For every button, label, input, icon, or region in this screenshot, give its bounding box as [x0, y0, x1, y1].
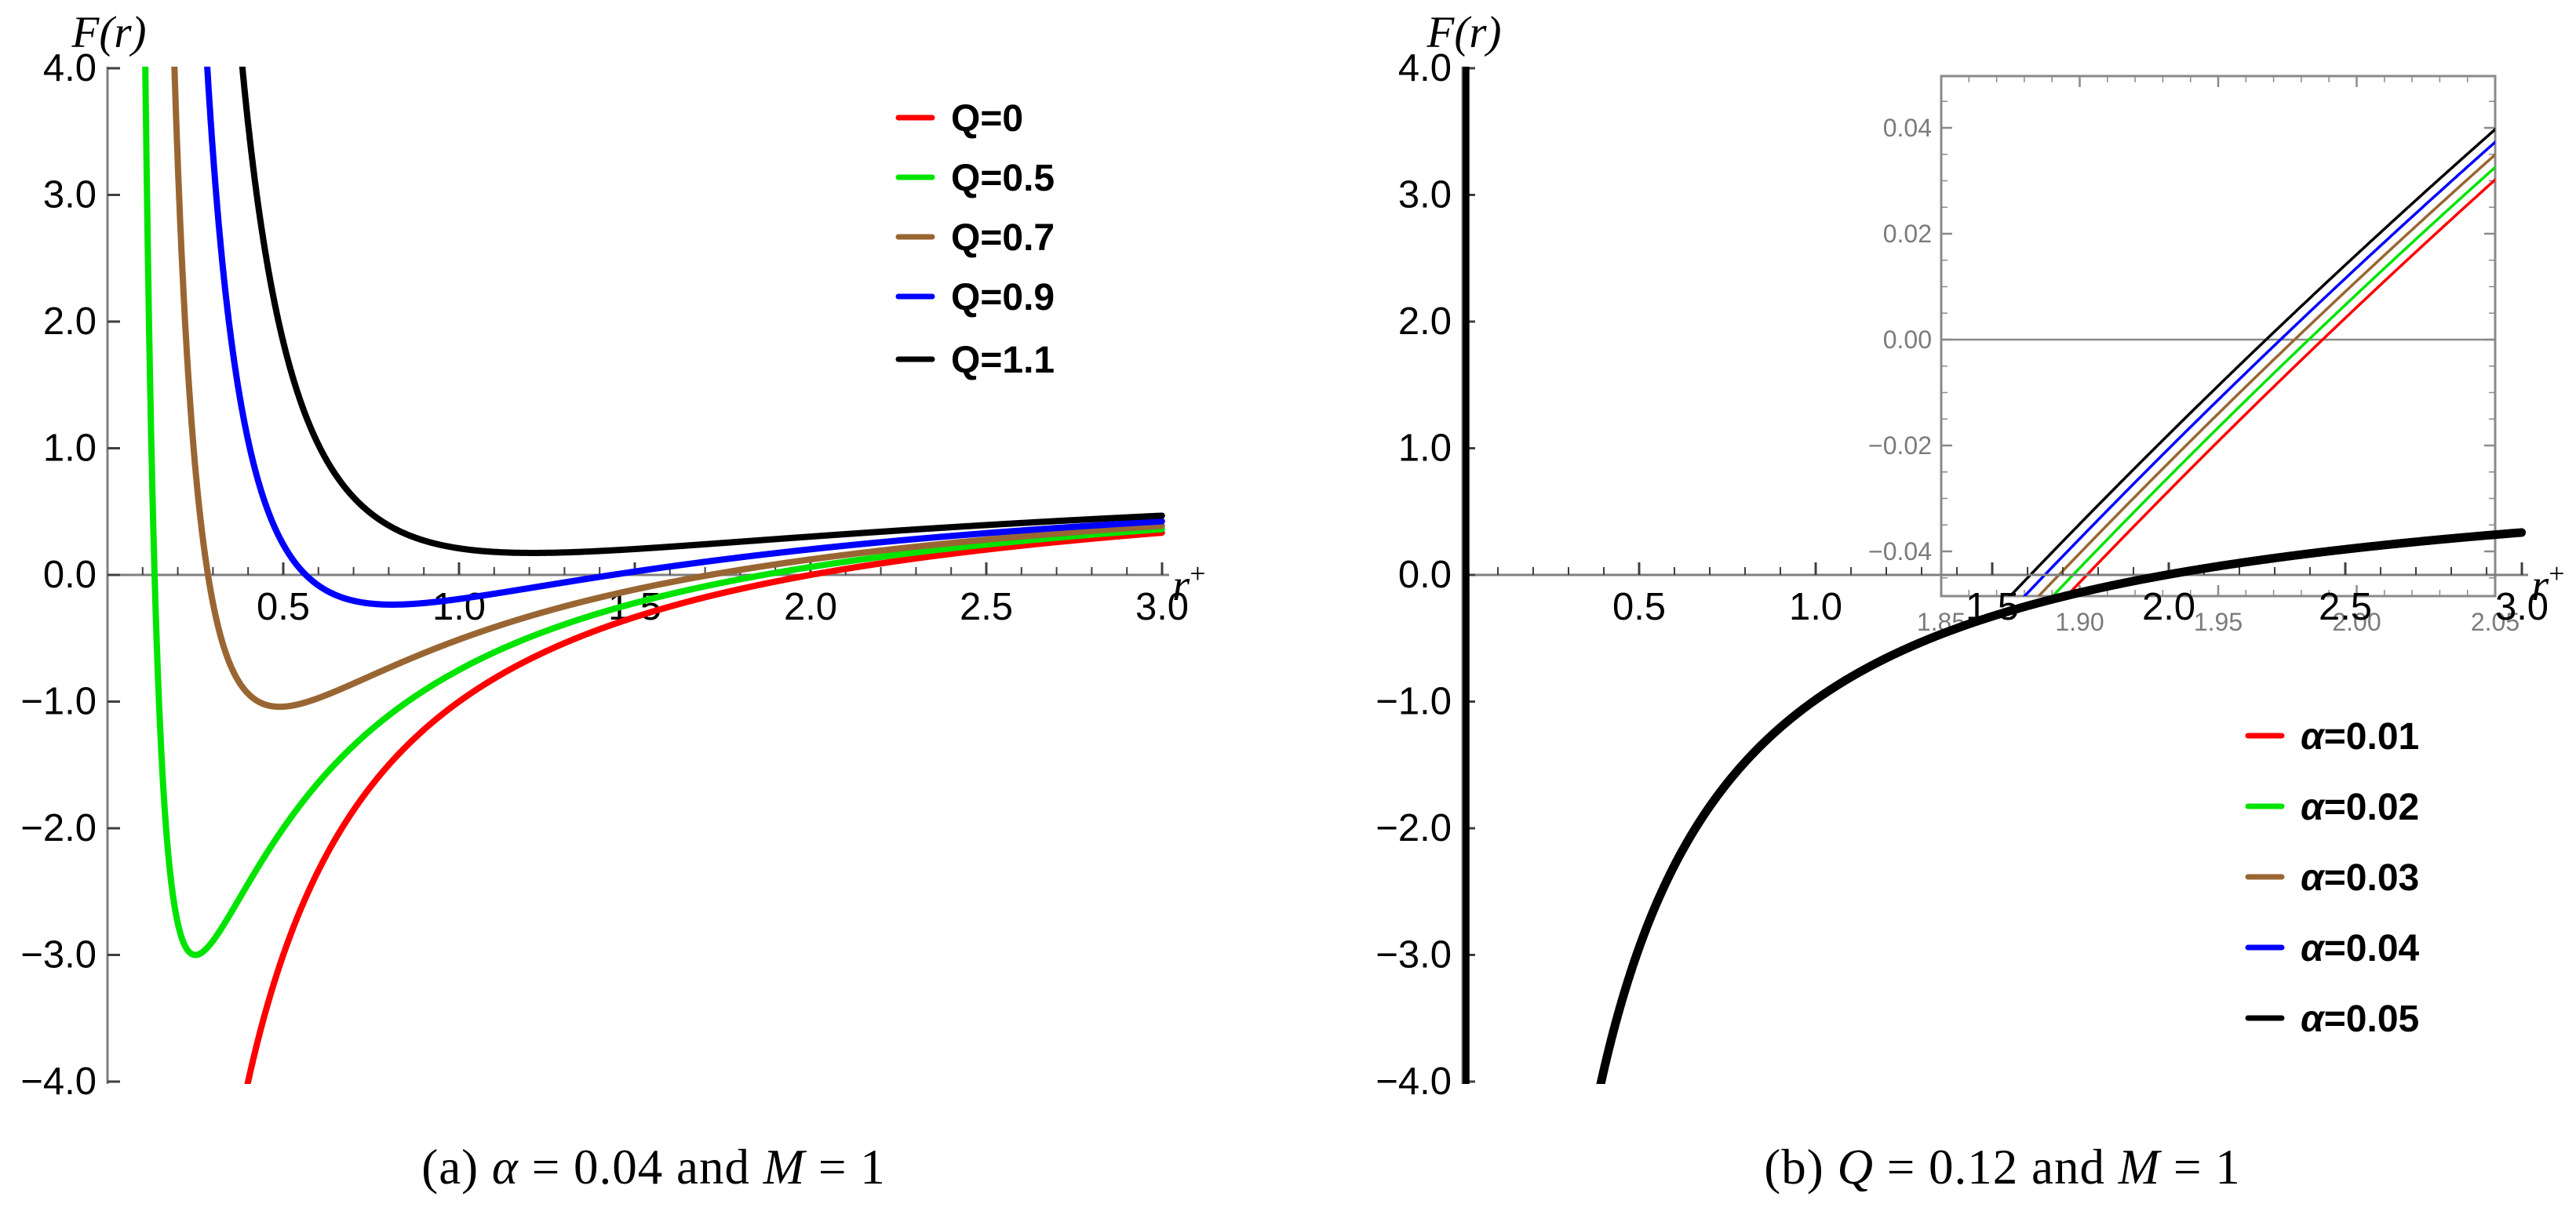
inset-x-tick-label: 1.90 [2055, 608, 2104, 636]
legend-label: α=0.05 [2301, 998, 2419, 1040]
inset-x-tick-label: 1.95 [2194, 608, 2243, 636]
legend-item-α=0.05: α=0.05 [2245, 998, 2419, 1040]
inset-plot: 1.85 1.90 1.95 2.00 2.050.040.020.00−0.02−0.… [1868, 75, 2520, 636]
x-tick-label: 3.0 [1135, 586, 1189, 628]
inset-y-tick-label: −0.02 [1868, 431, 1932, 460]
inset-curve-α=0.01 [2064, 177, 2495, 596]
x-tick-label: 0.5 [1612, 586, 1666, 628]
x-tick-label: 1.0 [432, 586, 486, 628]
caption-part: (a) [421, 1140, 492, 1195]
y-tick-label: −2.0 [1375, 807, 1452, 849]
x-axis-title: r+ [2531, 558, 2565, 610]
inset-y-tick-label: 0.00 [1883, 326, 1932, 354]
inset-x-tick-label: 2.05 [2471, 608, 2520, 636]
caption-a: (a) α = 0.04 and M = 1 [421, 1139, 886, 1196]
x-tick-label: 1.0 [1789, 586, 1842, 628]
legend-label: α=0.04 [2301, 928, 2420, 969]
curve-Q=1.1 [239, 67, 1165, 556]
y-tick-label: −2.0 [20, 807, 97, 849]
inset-curve-α=0.04 [2022, 140, 2495, 596]
legend-item-α=0.04: α=0.04 [2245, 928, 2420, 969]
x-tick-label: 2.5 [960, 586, 1013, 628]
y-tick-label: 4.0 [1398, 47, 1452, 89]
y-tick-label: 2.0 [43, 300, 97, 343]
inset-frame [1940, 75, 2497, 598]
legend-label: Q=0.7 [951, 217, 1055, 259]
y-tick-label: −1.0 [20, 681, 97, 723]
y-tick-label: 1.0 [43, 427, 97, 470]
y-axis-title: F(r) [71, 8, 147, 57]
x-tick-label: 2.0 [784, 586, 837, 628]
legend-item-Q=0.5: Q=0.5 [895, 158, 1055, 199]
caption-part: Q [1837, 1140, 1874, 1195]
y-tick-label: −4.0 [20, 1060, 97, 1103]
y-tick-label: −3.0 [20, 934, 97, 977]
y-tick-label: 0.0 [43, 554, 97, 596]
x-tick-label: 3.0 [2495, 586, 2549, 628]
panel-a-legend: Q=0 Q=0.5 Q=0.7 Q=0.9 Q=1.1 [895, 98, 1055, 381]
x-tick-label: 2.0 [2142, 586, 2195, 628]
legend-label: Q=0.5 [951, 158, 1055, 199]
legend-label: α=0.02 [2301, 787, 2419, 828]
curve-main-black [1463, 67, 2527, 1084]
panel-b: 1.85 1.90 1.95 2.00 2.050.040.020.00−0.02−0.… [1375, 8, 2565, 1103]
caption-part: = 0.12 and [1873, 1140, 2119, 1195]
y-tick-label: 3.0 [43, 174, 97, 216]
inset-curve-α=0.05 [2008, 127, 2495, 596]
y-axis-title: F(r) [1426, 8, 1502, 57]
y-tick-label: 2.0 [1398, 300, 1452, 343]
inset-y-tick-label: −0.04 [1868, 537, 1932, 566]
panel-b-axes: 0.5 1.0 1.5 2.0 2.5 3.04.03.02.01.00.0−1.0−2.… [1375, 47, 2549, 1103]
y-tick-label: −1.0 [1375, 681, 1452, 723]
legend-item-Q=1.1: Q=1.1 [895, 340, 1055, 381]
inset-x-tick-label: 2.00 [2332, 608, 2381, 636]
curve-Q=0.7 [171, 67, 1165, 711]
y-tick-label: −4.0 [1375, 1060, 1452, 1103]
curve-Q=0 [244, 529, 1165, 1084]
caption-part: = 0.04 and [518, 1140, 763, 1195]
legend-item-Q=0.7: Q=0.7 [895, 217, 1055, 259]
legend-label: α=0.03 [2301, 857, 2419, 899]
legend-item-Q=0: Q=0 [895, 98, 1023, 140]
caption-b: (b) Q = 0.12 and M = 1 [1764, 1139, 2240, 1196]
inset-y-tick-label: 0.02 [1883, 220, 1932, 248]
x-tick-label: 0.5 [257, 586, 310, 628]
panel-a: 0.5 1.0 1.5 2.0 2.5 3.04.03.02.01.00.0−1.0−2.… [20, 8, 1206, 1103]
legend-item-α=0.01: α=0.01 [2245, 716, 2419, 758]
y-tick-label: 1.0 [1398, 427, 1452, 470]
inset-curve-α=0.03 [2036, 152, 2495, 596]
x-tick-label: 2.5 [2319, 586, 2372, 628]
y-tick-label: 3.0 [1398, 174, 1452, 216]
panel-a-curves [142, 67, 1165, 1084]
caption-part: α [491, 1140, 519, 1195]
caption-part: = 1 [2160, 1140, 2241, 1195]
inset-curve-α=0.02 [2050, 165, 2495, 596]
panel-b-legend: α=0.01 α=0.02 α=0.03 α=0.04 α=0.05 [2245, 716, 2420, 1040]
y-tick-label: −3.0 [1375, 934, 1452, 977]
y-tick-label: 4.0 [43, 47, 97, 89]
inset-y-tick-label: 0.04 [1883, 114, 1932, 142]
curve-Q=0.9 [204, 67, 1165, 608]
legend-label: α=0.01 [2301, 716, 2419, 758]
legend-label: Q=0 [951, 98, 1023, 140]
x-axis-title: r+ [1172, 558, 1206, 610]
y-tick-label: 0.0 [1398, 554, 1452, 596]
caption-part: (b) [1764, 1140, 1838, 1195]
legend-label: Q=0.9 [951, 277, 1055, 318]
legend-item-α=0.02: α=0.02 [2245, 787, 2419, 828]
caption-part: M [763, 1140, 806, 1195]
caption-part: = 1 [805, 1140, 886, 1195]
legend-label: Q=1.1 [951, 340, 1055, 381]
panel-b-curves [1463, 67, 2527, 1084]
caption-part: M [2118, 1140, 2161, 1195]
curve-Q=0.5 [142, 67, 1165, 958]
legend-item-Q=0.9: Q=0.9 [895, 277, 1055, 318]
legend-item-α=0.03: α=0.03 [2245, 857, 2419, 899]
inset-curves [2008, 127, 2495, 596]
